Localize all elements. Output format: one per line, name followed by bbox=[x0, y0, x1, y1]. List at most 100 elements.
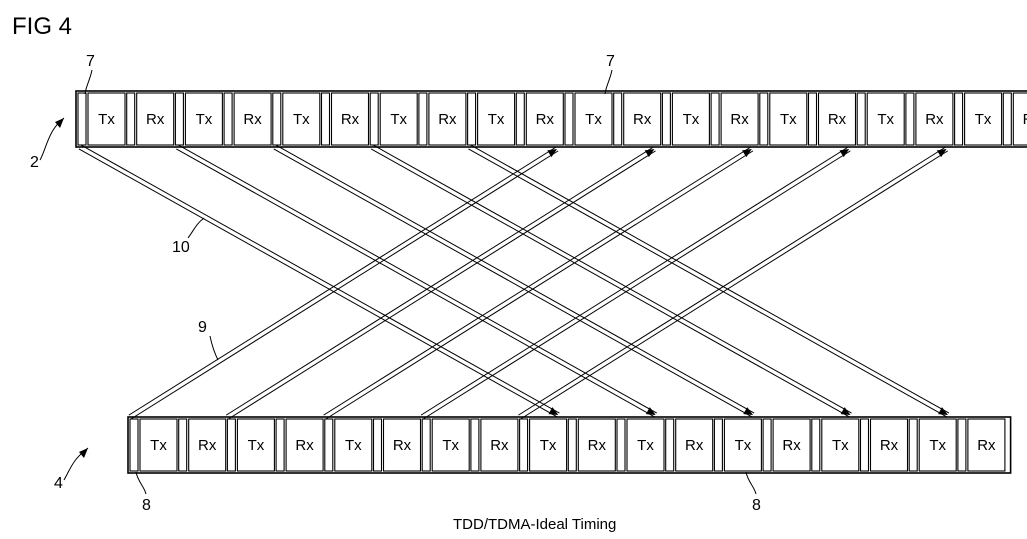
bottom-time-slot bbox=[967, 418, 1006, 472]
bottom-time-slot bbox=[821, 418, 860, 472]
bottom-guard-ref-leader-right bbox=[745, 471, 757, 495]
bottom-slot-label: Rx bbox=[198, 437, 217, 454]
top-time-slot bbox=[817, 92, 857, 146]
downlink-path-arrowhead bbox=[645, 407, 656, 415]
figure-title: FIG 4 bbox=[12, 13, 72, 40]
signal-paths bbox=[78, 144, 950, 420]
bottom-guard-period bbox=[567, 418, 577, 472]
top-time-slot bbox=[1012, 92, 1027, 146]
top-guard-ref-leader-left bbox=[84, 69, 93, 95]
top-time-slot bbox=[282, 92, 321, 146]
top-guard-period bbox=[613, 92, 623, 146]
bottom-guard-period bbox=[372, 418, 383, 472]
bottom-slot-label: Tx bbox=[929, 437, 946, 454]
top-guard-period bbox=[126, 92, 136, 146]
bottom-time-slot bbox=[675, 418, 714, 472]
top-guard-ref-label-right: 7 bbox=[606, 53, 615, 70]
top-time-slot bbox=[136, 92, 175, 146]
top-time-slot bbox=[769, 92, 808, 146]
bottom-guard-period bbox=[665, 418, 675, 472]
top-time-slot bbox=[184, 92, 223, 146]
bottom-time-slot bbox=[529, 418, 568, 472]
bottom-time-slot bbox=[285, 418, 324, 472]
bottom-slot-label: Rx bbox=[295, 437, 314, 454]
bottom-guard-period bbox=[421, 418, 431, 472]
uplink-path-ref-label: 9 bbox=[198, 319, 207, 336]
top-slot-label: Rx bbox=[730, 111, 749, 128]
top-slot-label: Tx bbox=[293, 111, 310, 128]
downlink-path-ref-leader bbox=[187, 217, 205, 239]
top-slot-label: Rx bbox=[243, 111, 262, 128]
bottom-guard-period bbox=[178, 418, 188, 472]
bottom-guard-period bbox=[957, 418, 967, 472]
top-guard-period bbox=[759, 92, 769, 146]
top-guard-period bbox=[905, 92, 915, 146]
bottom-guard-period bbox=[129, 418, 139, 472]
top-slot-label: Rx bbox=[925, 111, 944, 128]
top-slot-label: Rx bbox=[146, 111, 165, 128]
top-guard-period bbox=[661, 92, 671, 146]
bottom-slot-label: Tx bbox=[150, 437, 167, 454]
bottom-frame-ref-label: 4 bbox=[54, 475, 63, 492]
top-guard-period bbox=[515, 92, 525, 146]
bottom-time-slot bbox=[382, 418, 422, 472]
top-time-slot bbox=[525, 92, 564, 146]
bottom-slot-label: Tx bbox=[248, 437, 265, 454]
uplink-path-arrowhead bbox=[839, 149, 850, 158]
bottom-guard-period bbox=[324, 418, 334, 472]
uplink-path bbox=[225, 146, 656, 420]
top-frame-ref-arrowhead bbox=[55, 118, 64, 128]
bottom-frame: Tx Rx Tx Rx Tx Rx Tx Rx Tx Rx Tx Rx Tx Rx Tx Rx Tx Rx bbox=[127, 416, 1012, 474]
top-frame-ref-label: 2 bbox=[30, 154, 39, 171]
top-guard-period bbox=[807, 92, 818, 146]
bottom-slot-label: Rx bbox=[490, 437, 509, 454]
top-slot-label: Tx bbox=[585, 111, 602, 128]
bottom-guard-period bbox=[859, 418, 870, 472]
downlink-path-ref-label: 10 bbox=[172, 239, 190, 256]
uplink-path-arrowhead bbox=[644, 149, 655, 158]
bottom-time-slot bbox=[577, 418, 616, 472]
bottom-guard-period bbox=[275, 418, 285, 472]
top-slot-label: Rx bbox=[341, 111, 360, 128]
top-guard-period bbox=[320, 92, 331, 146]
top-guard-period bbox=[564, 92, 574, 146]
top-slot-label: Rx bbox=[438, 111, 457, 128]
top-slot-label: Tx bbox=[780, 111, 797, 128]
bottom-slot-label: Tx bbox=[832, 437, 849, 454]
figure-caption: TDD/TDMA-Ideal Timing bbox=[453, 516, 616, 533]
top-time-slot bbox=[964, 92, 1003, 146]
bottom-slot-label: Rx bbox=[393, 437, 412, 454]
bottom-slot-label: Rx bbox=[782, 437, 801, 454]
bottom-guard-period bbox=[616, 418, 626, 472]
top-guard-period bbox=[272, 92, 282, 146]
bottom-slot-label: Rx bbox=[880, 437, 899, 454]
bottom-guard-period bbox=[762, 418, 772, 472]
top-guard-period bbox=[223, 92, 233, 146]
downlink-path bbox=[468, 144, 950, 418]
downlink-path bbox=[78, 144, 560, 418]
bottom-time-slot bbox=[334, 418, 373, 472]
bottom-slot-label: Tx bbox=[442, 437, 459, 454]
top-guard-period bbox=[467, 92, 477, 146]
uplink-path-arrowhead bbox=[936, 149, 947, 158]
bottom-slot-label: Rx bbox=[977, 437, 996, 454]
top-guard-period bbox=[1002, 92, 1012, 146]
downlink-path-arrowhead bbox=[743, 407, 754, 415]
bottom-slot-label: Rx bbox=[588, 437, 607, 454]
top-slot-label: Tx bbox=[488, 111, 505, 128]
top-time-slot bbox=[477, 92, 516, 146]
bottom-time-slot bbox=[869, 418, 909, 472]
top-slot-label: Tx bbox=[877, 111, 894, 128]
uplink-path-arrowhead bbox=[742, 149, 752, 158]
bottom-time-slot bbox=[480, 418, 519, 472]
bottom-slot-label: Tx bbox=[735, 437, 752, 454]
bottom-guard-period bbox=[470, 418, 480, 472]
top-time-slot bbox=[379, 92, 418, 146]
downlink-path bbox=[370, 144, 852, 418]
top-slot-label: Tx bbox=[975, 111, 992, 128]
bottom-guard-ref-label-right: 8 bbox=[752, 497, 761, 514]
bottom-slot-label: Rx bbox=[685, 437, 704, 454]
bottom-slot-label: Tx bbox=[637, 437, 654, 454]
bottom-frame-ref-arrowhead bbox=[79, 448, 88, 458]
